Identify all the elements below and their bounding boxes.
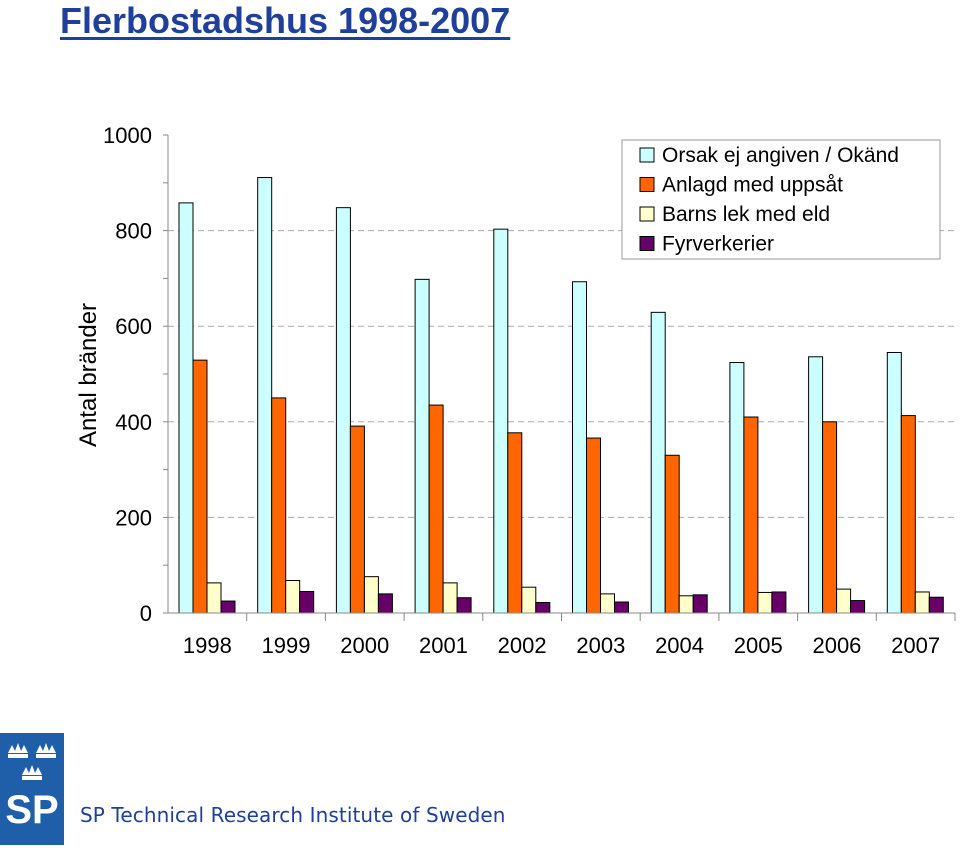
- bar-2005-series-3: [772, 592, 786, 613]
- organization-name: SP Technical Research Institute of Swede…: [80, 803, 506, 827]
- legend-swatch-1: [640, 178, 654, 192]
- bar-2003-series-0: [573, 282, 587, 613]
- bar-2007-series-0: [887, 352, 901, 613]
- legend: Orsak ej angiven / Okänd Anlagd med uppså…: [622, 140, 940, 259]
- bar-2006-series-1: [823, 422, 837, 613]
- bar-2003-series-1: [587, 438, 601, 613]
- bar-2006-series-2: [837, 589, 851, 613]
- bar-2003-series-2: [601, 594, 615, 613]
- y-axis-label: Antal bränder: [75, 303, 102, 447]
- legend-label-2: Barns lek med eld: [662, 203, 830, 226]
- bar-2007-series-2: [915, 592, 929, 613]
- bar-2004-series-1: [665, 455, 679, 613]
- bar-1999-series-1: [272, 398, 286, 613]
- bar-2005-series-0: [730, 363, 744, 613]
- x-tick-label-2001: 2001: [419, 633, 468, 658]
- bar-1999-series-2: [286, 580, 300, 613]
- bar-1998-series-2: [207, 583, 221, 613]
- bar-2000-series-2: [364, 577, 378, 613]
- bar-1999-series-3: [300, 591, 314, 613]
- bar-2001-series-2: [443, 583, 457, 613]
- x-tick-label-2004: 2004: [655, 633, 704, 658]
- bar-2000-series-1: [350, 426, 364, 613]
- bar-1998-series-1: [193, 360, 207, 613]
- x-tick-label-2005: 2005: [734, 633, 783, 658]
- x-tick-labels: 1998 1999 2000 2001 2002 2003 2004 2005 2006 2007: [183, 633, 940, 658]
- x-tick-label-2002: 2002: [498, 633, 547, 658]
- bar-2004-series-0: [651, 312, 665, 613]
- bar-2004-series-2: [679, 596, 693, 613]
- bar-chart: 0 200 400 600 800 1000 1998 1999 2000 2001 2002 20…: [0, 0, 960, 700]
- legend-label-3: Fyrverkerier: [662, 233, 774, 256]
- legend-swatch-0: [640, 148, 654, 162]
- bar-2002-series-3: [536, 602, 550, 613]
- legend-label-1: Anlagd med uppsåt: [662, 174, 843, 197]
- bar-2006-series-3: [851, 601, 865, 613]
- bar-2007-series-1: [901, 416, 915, 613]
- y-tick-label-1: 200: [115, 505, 152, 530]
- x-tick-label-1999: 1999: [262, 633, 311, 658]
- bar-2000-series-0: [336, 208, 350, 613]
- bar-2005-series-1: [744, 417, 758, 613]
- sp-logo: SP: [0, 733, 64, 845]
- bar-2006-series-0: [809, 357, 823, 613]
- bar-2001-series-0: [415, 279, 429, 613]
- bar-2007-series-3: [929, 597, 943, 613]
- y-tick-label-3: 600: [115, 314, 152, 339]
- x-tick-label-2006: 2006: [812, 633, 861, 658]
- bar-2001-series-3: [457, 598, 471, 613]
- y-tick-label-2: 400: [115, 410, 152, 435]
- bar-2001-series-1: [429, 405, 443, 613]
- x-tick-label-1998: 1998: [183, 633, 232, 658]
- y-tick-label-4: 800: [115, 219, 152, 244]
- bar-2002-series-1: [508, 433, 522, 613]
- bar-2000-series-3: [378, 594, 392, 613]
- bar-2002-series-2: [522, 587, 536, 613]
- legend-swatch-3: [640, 237, 654, 251]
- x-tick-label-2007: 2007: [891, 633, 940, 658]
- logo-text: SP: [5, 788, 58, 832]
- legend-label-0: Orsak ej angiven / Okänd: [662, 144, 899, 167]
- bar-1998-series-3: [221, 601, 235, 613]
- bar-1999-series-0: [258, 178, 272, 613]
- bar-2004-series-3: [693, 595, 707, 613]
- y-tick-label-0: 0: [140, 601, 152, 626]
- y-tick-labels: 0 200 400 600 800 1000: [103, 123, 152, 626]
- bar-2002-series-0: [494, 229, 508, 613]
- x-tick-label-2000: 2000: [340, 633, 389, 658]
- legend-swatch-2: [640, 207, 654, 221]
- y-tick-label-5: 1000: [103, 123, 152, 148]
- bar-2003-series-3: [615, 602, 629, 613]
- bar-1998-series-0: [179, 203, 193, 613]
- x-tick-label-2003: 2003: [576, 633, 625, 658]
- bar-2005-series-2: [758, 592, 772, 613]
